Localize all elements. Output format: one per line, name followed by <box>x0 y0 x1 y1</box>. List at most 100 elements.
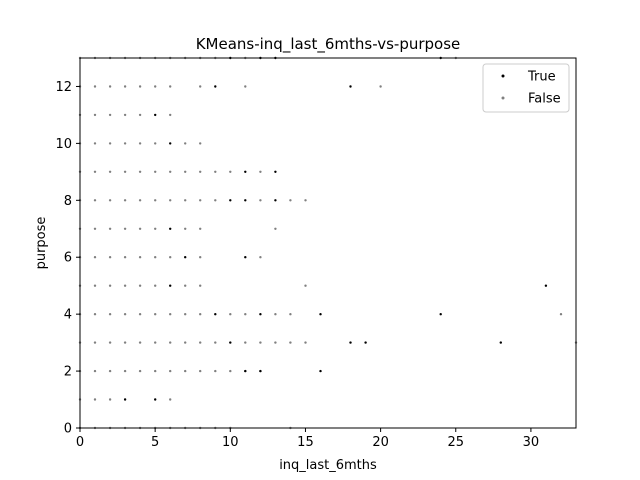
point-false-113 <box>108 142 112 145</box>
point-false-56 <box>274 313 277 316</box>
point-false-15 <box>169 398 172 401</box>
point-false-126 <box>93 85 97 88</box>
point-false-50 <box>154 313 157 316</box>
point-false-84 <box>199 227 202 230</box>
point-true-0 <box>123 398 127 401</box>
point-false-69 <box>93 256 97 259</box>
point-false-105 <box>169 170 172 173</box>
x-axis-label: inq_last_6mths <box>279 458 377 473</box>
point-false-64 <box>154 284 157 287</box>
point-false-52 <box>184 313 187 316</box>
point-true-19 <box>244 199 247 202</box>
point-true-24 <box>154 113 157 117</box>
chart-title: KMeans-inq_last_6mths-vs-purpose <box>196 35 461 54</box>
point-true-9 <box>214 313 217 316</box>
point-true-10 <box>259 313 262 316</box>
point-false-122 <box>123 113 127 117</box>
point-false-108 <box>214 170 217 173</box>
point-false-67 <box>304 284 307 287</box>
point-false-20 <box>138 369 142 373</box>
point-false-120 <box>93 113 97 117</box>
point-true-12 <box>439 313 442 316</box>
y-tick-label-12: 12 <box>55 80 72 95</box>
point-false-112 <box>93 142 97 145</box>
x-tick-label-10: 10 <box>222 435 239 450</box>
y-tick-label-8: 8 <box>64 194 72 209</box>
point-false-66 <box>199 284 202 287</box>
y-tick-label-10: 10 <box>55 137 72 152</box>
point-true-20 <box>274 199 277 202</box>
point-false-100 <box>93 170 97 173</box>
point-false-107 <box>199 170 202 173</box>
point-false-23 <box>184 369 187 373</box>
point-false-40 <box>259 341 262 344</box>
point-true-7 <box>364 341 367 344</box>
point-false-31 <box>108 341 112 344</box>
point-true-22 <box>274 170 277 173</box>
point-true-11 <box>319 313 322 316</box>
series-false <box>78 56 578 430</box>
point-false-63 <box>138 284 142 287</box>
point-false-21 <box>154 369 157 373</box>
x-tick-label-25: 25 <box>447 435 464 450</box>
point-false-101 <box>108 170 112 173</box>
point-false-118 <box>199 142 202 145</box>
x-tick-label-20: 20 <box>372 435 389 450</box>
point-false-14 <box>108 398 112 401</box>
point-false-22 <box>169 369 172 373</box>
point-false-26 <box>229 369 232 373</box>
point-false-25 <box>214 369 217 373</box>
point-false-41 <box>274 341 277 344</box>
point-false-104 <box>154 170 157 173</box>
point-false-110 <box>259 170 262 173</box>
point-false-91 <box>154 199 157 202</box>
point-false-132 <box>199 85 202 88</box>
x-tick-label-30: 30 <box>523 435 540 450</box>
point-true-26 <box>349 85 352 88</box>
point-false-13 <box>93 398 97 401</box>
y-tick-label-2: 2 <box>64 365 72 380</box>
y-axis-ticks: 0 2 4 6 8 10 12 <box>55 80 80 437</box>
point-false-46 <box>93 313 97 316</box>
point-false-102 <box>123 170 127 173</box>
point-false-72 <box>138 256 142 259</box>
point-true-17 <box>169 227 172 230</box>
point-false-24 <box>199 369 202 373</box>
x-tick-label-15: 15 <box>297 435 314 450</box>
point-false-103 <box>138 170 142 173</box>
point-false-47 <box>108 313 112 316</box>
point-false-70 <box>108 256 112 259</box>
point-false-71 <box>123 256 127 259</box>
plot-frame <box>79 57 577 429</box>
point-false-58 <box>559 313 563 316</box>
point-true-15 <box>184 256 187 259</box>
point-false-37 <box>199 341 202 344</box>
point-false-36 <box>184 341 187 344</box>
point-true-25 <box>214 85 217 88</box>
point-false-80 <box>123 227 127 230</box>
point-true-21 <box>244 170 247 173</box>
y-tick-label-0: 0 <box>64 422 72 437</box>
point-false-94 <box>199 199 202 202</box>
point-false-18 <box>108 369 112 373</box>
point-false-83 <box>184 227 187 230</box>
series-true <box>123 56 548 401</box>
point-true-18 <box>229 199 232 202</box>
x-tick-label-5: 5 <box>151 435 159 450</box>
point-false-96 <box>259 199 262 202</box>
point-false-55 <box>244 313 247 316</box>
point-true-16 <box>244 256 247 259</box>
points-layer <box>78 56 578 430</box>
point-false-51 <box>169 313 172 316</box>
point-false-33 <box>138 341 142 344</box>
point-false-134 <box>379 85 382 88</box>
point-false-32 <box>123 341 127 344</box>
point-false-42 <box>289 341 292 344</box>
point-false-121 <box>108 113 112 117</box>
point-false-115 <box>138 142 142 145</box>
point-false-65 <box>184 284 187 287</box>
point-false-17 <box>93 369 97 373</box>
point-false-62 <box>123 284 127 287</box>
point-false-82 <box>154 227 157 230</box>
